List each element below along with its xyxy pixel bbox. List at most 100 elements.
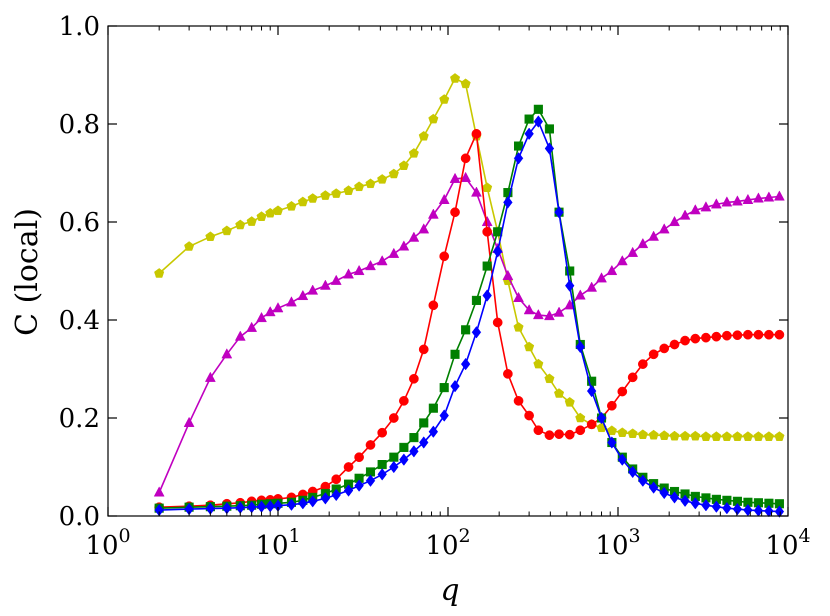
data-point — [272, 302, 284, 313]
data-point — [732, 502, 743, 516]
data-point — [680, 494, 690, 508]
data-point — [377, 460, 387, 470]
data-point — [524, 127, 534, 141]
data-point — [764, 329, 774, 340]
y-tick-label: 0.4 — [59, 306, 100, 336]
data-point — [450, 207, 460, 218]
axes-layer: 0.0 0.2 0.4 0.6 0.8 1.0 100 101 102 103 104 — [59, 12, 811, 561]
data-point — [354, 452, 364, 463]
data-point — [711, 431, 722, 441]
data-point — [221, 348, 233, 359]
data-point — [330, 274, 342, 285]
data-point — [721, 196, 733, 207]
data-point — [471, 295, 481, 305]
series-layer — [153, 73, 785, 518]
data-point — [418, 130, 429, 141]
data-point — [617, 453, 628, 466]
data-point — [408, 231, 420, 242]
data-point — [711, 331, 722, 342]
data-point — [742, 193, 754, 204]
data-point — [690, 497, 701, 510]
data-point — [659, 430, 670, 440]
data-point — [753, 431, 764, 441]
data-point — [606, 264, 618, 276]
data-point — [763, 431, 774, 441]
data-point — [388, 247, 400, 258]
data-point — [398, 160, 409, 170]
data-point — [544, 430, 555, 440]
data-point — [586, 384, 597, 398]
data-point — [700, 201, 712, 212]
data-point — [376, 255, 388, 266]
data-point — [331, 474, 342, 485]
data-point — [377, 468, 387, 481]
data-point — [690, 430, 701, 441]
data-point — [307, 495, 318, 508]
data-point — [503, 196, 513, 209]
data-point — [439, 94, 450, 104]
data-point — [564, 396, 575, 407]
data-point — [722, 501, 732, 515]
data-point — [418, 223, 430, 234]
data-point — [471, 326, 482, 339]
data-point — [513, 152, 524, 165]
data-point — [575, 425, 586, 436]
y-tick-label: 0.0 — [59, 502, 100, 532]
data-point — [438, 193, 450, 204]
data-point — [286, 296, 297, 307]
data-point — [331, 188, 342, 198]
data-point — [234, 330, 246, 341]
data-point — [627, 465, 638, 479]
y-tick-label: 0.6 — [59, 208, 100, 238]
series-0 — [154, 73, 785, 441]
data-point — [774, 329, 785, 340]
data-point — [399, 396, 409, 406]
y-tick-label: 0.8 — [59, 110, 100, 140]
y-tick-label: 1.0 — [59, 12, 100, 42]
data-point — [544, 373, 555, 384]
data-point — [353, 264, 365, 276]
series-1 — [153, 171, 785, 497]
data-point — [701, 332, 711, 343]
data-point — [513, 396, 524, 406]
data-point — [513, 322, 524, 332]
data-point — [419, 418, 429, 428]
data-point — [700, 431, 711, 441]
data-point — [648, 429, 659, 440]
data-point — [482, 261, 492, 271]
data-point — [354, 479, 364, 492]
data-point — [471, 128, 482, 139]
data-point — [286, 498, 297, 511]
x-tick-label: 102 — [425, 525, 470, 561]
data-point — [731, 195, 743, 206]
data-point — [524, 341, 535, 352]
data-point — [354, 181, 365, 192]
data-point — [565, 279, 575, 292]
data-point — [388, 413, 399, 423]
data-point — [297, 196, 308, 207]
data-point — [183, 416, 195, 427]
data-point — [743, 329, 753, 340]
data-point — [513, 141, 524, 151]
data-point — [690, 333, 701, 344]
data-point — [204, 371, 216, 382]
data-point — [669, 215, 680, 227]
data-point — [492, 317, 503, 328]
data-point — [554, 429, 564, 440]
data-point — [637, 429, 648, 439]
data-point — [596, 411, 607, 425]
data-point — [450, 73, 461, 83]
data-point — [638, 474, 648, 487]
data-point — [388, 168, 399, 179]
data-point — [648, 481, 659, 494]
data-point — [256, 211, 267, 221]
data-point — [460, 357, 471, 371]
data-point — [460, 171, 472, 182]
data-point — [606, 425, 617, 436]
data-point — [564, 429, 575, 440]
data-point — [184, 241, 195, 251]
data-point — [544, 309, 555, 321]
data-point — [377, 174, 388, 184]
data-point — [711, 500, 722, 513]
data-point — [365, 440, 376, 450]
